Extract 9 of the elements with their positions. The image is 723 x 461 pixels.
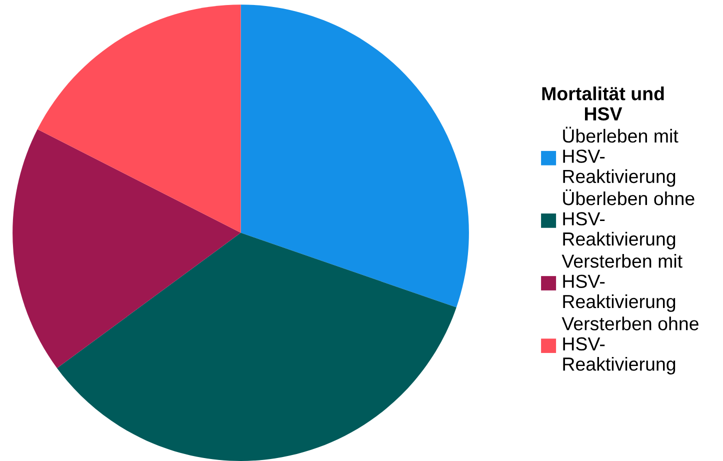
legend-title: Mortalität und HSV (542, 86, 664, 121)
legend-label: Versterben ohne HSV- Reaktivierung (562, 316, 698, 374)
legend-label: Überleben mit HSV- Reaktivierung (563, 126, 678, 187)
pie-slice (37, 4, 241, 233)
pie-slice (240, 4, 469, 308)
legend-label: Überleben ohne HSV- Reaktivierung (563, 189, 694, 250)
pie-slice (12, 129, 241, 368)
pie-slice (56, 232, 456, 461)
legend-label: Versterben mit HSV- Reaktivierung (562, 254, 682, 312)
